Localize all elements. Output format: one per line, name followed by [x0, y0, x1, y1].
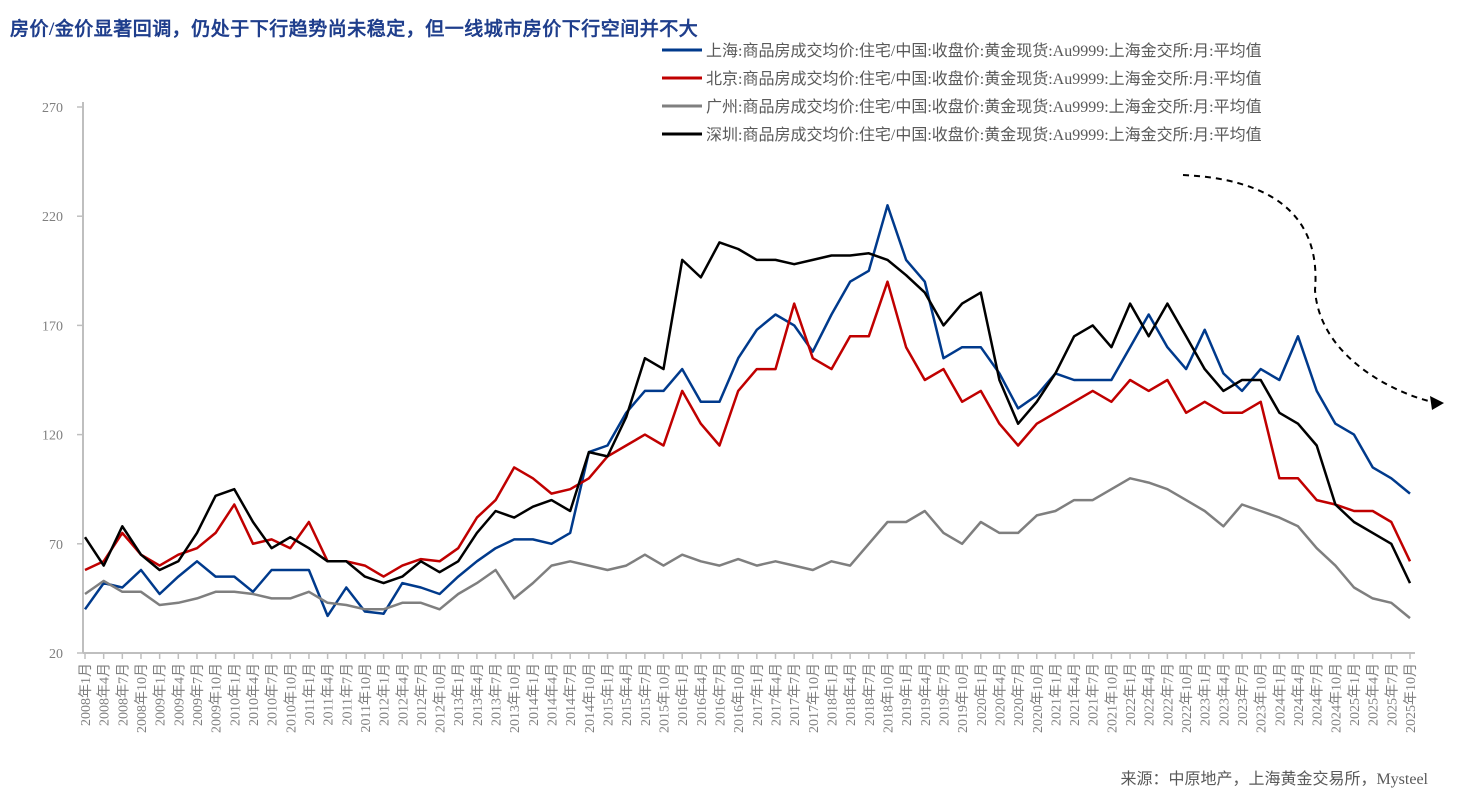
x-tick-label: 2018年4月 — [843, 663, 859, 726]
x-tick-label: 2010年1月 — [227, 663, 243, 726]
x-tick-label: 2013年10月 — [507, 663, 523, 733]
x-tick-label: 2013年7月 — [489, 663, 505, 726]
x-tick-label: 2014年10月 — [582, 663, 598, 733]
y-tick-label: 70 — [49, 538, 63, 553]
chart-title: 房价/金价显著回调，仍处于下行趋势尚未稳定，但一线城市房价下行空间并不大 — [10, 19, 699, 40]
x-tick-label: 2010年4月 — [246, 663, 262, 726]
x-tick-label: 2009年7月 — [190, 663, 206, 726]
x-tick-label: 2013年1月 — [451, 663, 467, 726]
x-tick-label: 2012年10月 — [433, 663, 449, 733]
x-tick-label: 2011年1月 — [302, 663, 318, 725]
source-note: 来源：中原地产，上海黄金交易所，Mysteel — [1120, 771, 1428, 788]
x-tick-label: 2019年1月 — [899, 663, 915, 726]
legend-label: 深圳:商品房成交均价:住宅/中国:收盘价:黄金现货:Au9999:上海金交所:月… — [706, 125, 1262, 144]
x-tick-label: 2011年10月 — [358, 663, 374, 732]
x-tick-label: 2016年10月 — [731, 663, 747, 733]
x-tick-label: 2020年10月 — [1030, 663, 1046, 733]
x-tick-label: 2016年7月 — [713, 663, 729, 726]
x-tick-label: 2024年10月 — [1328, 663, 1344, 733]
x-tick-label: 2021年7月 — [1086, 663, 1102, 726]
x-tick-label: 2017年10月 — [806, 663, 822, 733]
arrow-head-icon — [1430, 396, 1444, 410]
x-tick-label: 2023年4月 — [1216, 663, 1232, 726]
legend-label: 上海:商品房成交均价:住宅/中国:收盘价:黄金现货:Au9999:上海金交所:月… — [706, 41, 1262, 60]
x-tick-label: 2015年1月 — [601, 663, 617, 726]
x-tick-label: 2020年7月 — [1011, 663, 1027, 726]
x-tick-label: 2025年10月 — [1403, 663, 1419, 733]
x-tick-label: 2017年7月 — [787, 663, 803, 726]
x-tick-label: 2020年1月 — [974, 663, 990, 726]
x-tick-label: 2021年4月 — [1067, 663, 1083, 726]
x-tick-label: 2011年4月 — [321, 663, 337, 725]
x-tick-label: 2008年4月 — [97, 663, 113, 726]
series-line-3 — [83, 241, 1412, 585]
y-tick-label: 170 — [42, 319, 63, 334]
x-tick-label: 2009年4月 — [171, 663, 187, 726]
x-tick-label: 2017年1月 — [750, 663, 766, 726]
x-tick-label: 2023年10月 — [1254, 663, 1270, 733]
x-tick-label: 2021年10月 — [1104, 663, 1120, 733]
x-tick-label: 2018年1月 — [824, 663, 840, 726]
x-tick-label: 2011年7月 — [339, 663, 355, 725]
series-line-2 — [84, 477, 1411, 620]
x-tick-label: 2012年4月 — [395, 663, 411, 726]
y-tick-label: 20 — [49, 647, 63, 662]
x-tick-label: 2016年4月 — [694, 663, 710, 726]
x-tick-label: 2015年7月 — [638, 663, 654, 726]
x-tick-label: 2022年10月 — [1179, 663, 1195, 733]
legend: 上海:商品房成交均价:住宅/中国:收盘价:黄金现货:Au9999:上海金交所:月… — [662, 41, 1262, 144]
x-tick-label: 2014年4月 — [545, 663, 561, 726]
x-tick-label: 2008年1月 — [78, 663, 94, 726]
x-tick-label: 2024年7月 — [1310, 663, 1326, 726]
x-tick-label: 2014年1月 — [526, 663, 542, 726]
x-tick-label: 2010年10月 — [283, 663, 299, 733]
x-tick-label: 2023年1月 — [1198, 663, 1214, 726]
x-tick-label: 2018年10月 — [880, 663, 896, 733]
x-tick-label: 2009年1月 — [153, 663, 169, 726]
series-line-1 — [84, 280, 1412, 578]
x-tick-label: 2019年7月 — [936, 663, 952, 726]
x-tick-label: 2017年4月 — [768, 663, 784, 726]
x-tick-label: 2022年4月 — [1142, 663, 1158, 726]
x-tick-label: 2016年1月 — [675, 663, 691, 726]
x-tick-label: 2021年1月 — [1048, 663, 1064, 726]
x-tick-label: 2024年1月 — [1272, 663, 1288, 726]
x-tick-label: 2019年4月 — [918, 663, 934, 726]
series-lines — [83, 204, 1412, 620]
x-tick-label: 2024年4月 — [1291, 663, 1307, 726]
x-tick-label: 2018年7月 — [862, 663, 878, 726]
x-tick-label: 2023年7月 — [1235, 663, 1251, 726]
y-tick-label: 220 — [42, 210, 63, 225]
x-tick-label: 2015年10月 — [657, 663, 673, 733]
x-tick-label: 2020年4月 — [992, 663, 1008, 726]
x-tick-label: 2010年7月 — [265, 663, 281, 726]
x-tick-label: 2012年7月 — [414, 663, 430, 726]
x-tick-label: 2025年7月 — [1384, 663, 1400, 726]
legend-label: 北京:商品房成交均价:住宅/中国:收盘价:黄金现货:Au9999:上海金交所:月… — [706, 69, 1262, 88]
x-tick-label: 2022年1月 — [1123, 663, 1139, 726]
x-tick-label: 2013年4月 — [470, 663, 486, 726]
y-tick-label: 120 — [42, 429, 63, 444]
x-tick-label: 2009年10月 — [209, 663, 225, 733]
x-tick-label: 2012年1月 — [377, 663, 393, 726]
x-tick-label: 2008年7月 — [115, 663, 131, 726]
x-tick-label: 2019年10月 — [955, 663, 971, 733]
y-tick-label: 270 — [42, 101, 63, 116]
series-line-0 — [83, 204, 1411, 618]
x-tick-label: 2008年10月 — [134, 663, 150, 733]
x-tick-label: 2014年7月 — [563, 663, 579, 726]
trend-arrow-annotation — [1182, 174, 1434, 403]
x-tick-label: 2015年4月 — [619, 663, 635, 726]
x-tick-label: 2022年7月 — [1160, 663, 1176, 726]
x-tick-label: 2025年4月 — [1366, 663, 1382, 726]
legend-label: 广州:商品房成交均价:住宅/中国:收盘价:黄金现货:Au9999:上海金交所:月… — [706, 97, 1262, 116]
x-tick-label: 2025年1月 — [1347, 663, 1363, 726]
